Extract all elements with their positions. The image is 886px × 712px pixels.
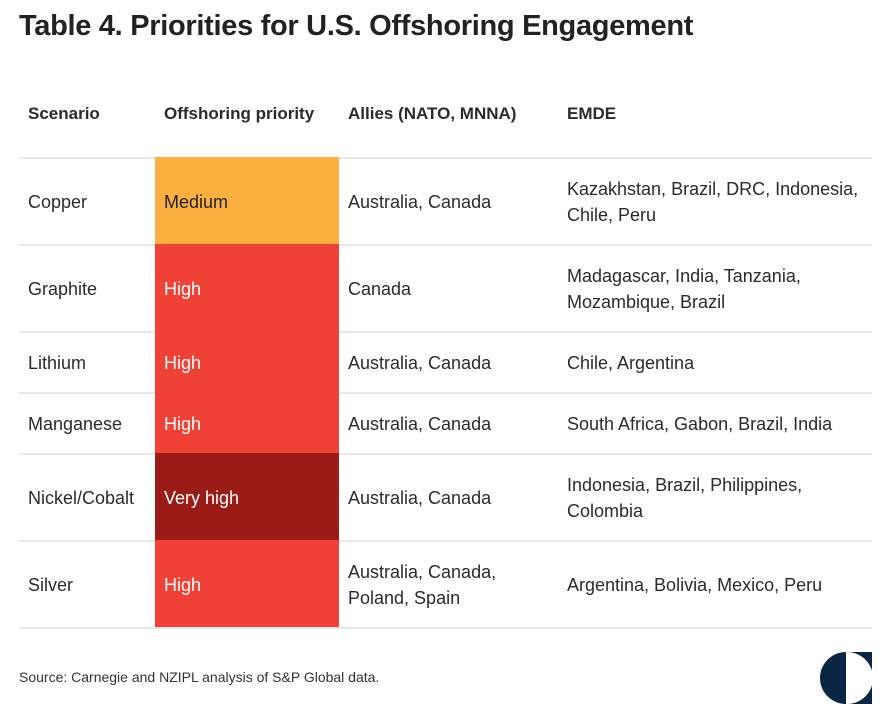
header-emde: EMDE bbox=[567, 103, 617, 123]
allies-cell: Canada bbox=[339, 244, 558, 332]
header-scenario: Scenario bbox=[28, 103, 100, 123]
emde-cell: Madagascar, India, Tanzania, Mozambique,… bbox=[558, 244, 872, 332]
source-note: Source: Carnegie and NZIPL analysis of S… bbox=[19, 669, 380, 685]
scenario-cell: Lithium bbox=[19, 331, 155, 393]
page-title: Table 4. Priorities for U.S. Offshoring … bbox=[19, 10, 694, 42]
header-offshoring-priority: Offshoring priority bbox=[164, 103, 315, 123]
table-row: Silver High Australia, Canada, Poland, Spa… bbox=[19, 540, 872, 629]
table-row: Nickel/Cobalt Very high Australia, Canada I… bbox=[19, 453, 872, 541]
scenario-cell: Nickel/Cobalt bbox=[19, 453, 155, 541]
emde-cell: Indonesia, Brazil, Philippines, Colombia bbox=[558, 453, 872, 541]
allies-cell: Australia, Canada bbox=[339, 453, 558, 541]
priority-cell: High bbox=[155, 331, 339, 393]
allies-cell: Australia, Canada bbox=[339, 392, 558, 454]
scenario-cell: Graphite bbox=[19, 244, 155, 332]
priority-cell: Very high bbox=[155, 453, 339, 541]
scenario-cell: Copper bbox=[19, 157, 155, 245]
priorities-table: Scenario Offshoring priority Allies (NAT… bbox=[19, 70, 872, 629]
priority-cell: High bbox=[155, 540, 339, 629]
table-row: Lithium High Australia, Canada Chile, Argen… bbox=[19, 331, 872, 393]
priority-cell: Medium bbox=[155, 157, 339, 245]
scenario-cell: Silver bbox=[19, 540, 155, 629]
allies-cell: Australia, Canada, Poland, Spain bbox=[339, 540, 558, 629]
emde-cell: Kazakhstan, Brazil, DRC, Indonesia, Chil… bbox=[558, 157, 872, 245]
priority-cell: High bbox=[155, 392, 339, 454]
allies-cell: Australia, Canada bbox=[339, 331, 558, 393]
allies-cell: Australia, Canada bbox=[339, 157, 558, 245]
emde-cell: South Africa, Gabon, Brazil, India bbox=[558, 392, 872, 454]
priority-cell: High bbox=[155, 244, 339, 332]
table-row: Graphite High Canada Madagascar, India, Tan… bbox=[19, 244, 872, 332]
carnegie-logo bbox=[820, 652, 873, 709]
table-row: Copper Medium Australia, Canada Kazakhstan,… bbox=[19, 157, 872, 245]
table-row: Manganese High Australia, Canada South Afri… bbox=[19, 392, 872, 454]
emde-cell: Argentina, Bolivia, Mexico, Peru bbox=[558, 540, 872, 629]
table-header-row: Scenario Offshoring priority Allies (NAT… bbox=[19, 70, 872, 158]
header-allies: Allies (NATO, MNNA) bbox=[348, 103, 517, 123]
scenario-cell: Manganese bbox=[19, 392, 155, 454]
emde-cell: Chile, Argentina bbox=[558, 331, 872, 393]
logo-mark-icon bbox=[820, 652, 873, 704]
